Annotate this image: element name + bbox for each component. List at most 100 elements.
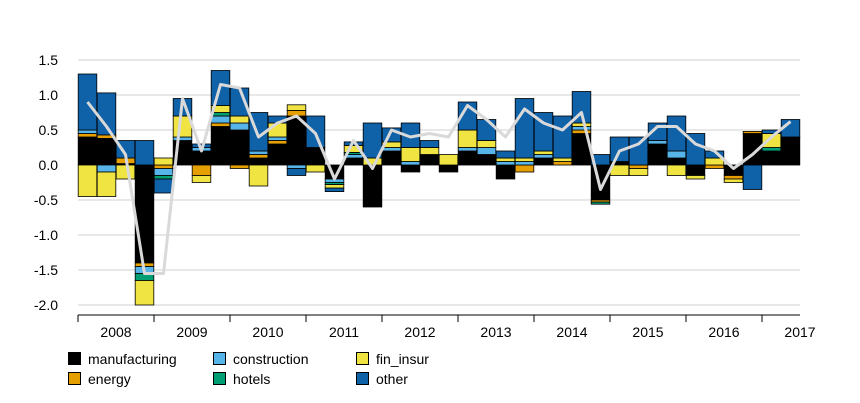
bar-segment-energy bbox=[210, 122, 231, 127]
bar-segment-construction bbox=[286, 164, 307, 169]
bar-segment-manufacturing bbox=[495, 164, 516, 180]
bar-segment-other bbox=[419, 140, 440, 148]
axes: 1.5 1.0 0.5 0.0 -0.5 -1.0 -1.5 -2.0 2008 2009 2010… bbox=[34, 52, 816, 340]
bar-segment-fin-insur bbox=[134, 280, 155, 306]
x-tick-label: 2008 bbox=[100, 324, 131, 340]
bar-segment-construction bbox=[172, 136, 193, 141]
bar-segment-manufacturing bbox=[457, 150, 478, 166]
legend-item-construction: construction bbox=[213, 350, 308, 368]
bar-segment-fin-insur bbox=[191, 175, 212, 183]
bar-segment-construction bbox=[571, 126, 592, 131]
legend-label-energy: energy bbox=[88, 371, 131, 387]
bar-segment-construction bbox=[248, 150, 269, 155]
bar-segment-manufacturing bbox=[191, 150, 212, 166]
legend: manufacturing energy construction hotels… bbox=[68, 350, 528, 390]
bar-segment-fin-insur bbox=[324, 184, 345, 189]
bar-segment-fin-insur bbox=[229, 115, 250, 124]
bar-segment-manufacturing bbox=[419, 154, 440, 166]
x-tick-label: 2010 bbox=[252, 324, 283, 340]
bar-segment-manufacturing bbox=[590, 164, 611, 201]
bar-segment-energy bbox=[267, 140, 288, 145]
legend-item-hotels: hotels bbox=[213, 370, 270, 388]
bar-segment-energy bbox=[153, 164, 174, 169]
x-tick-label: 2013 bbox=[480, 324, 511, 340]
legend-item-fin-insur: fin_insur bbox=[356, 350, 429, 368]
total-line-path bbox=[86, 83, 792, 275]
bar-segment-construction bbox=[533, 154, 554, 159]
bar-segment-fin-insur bbox=[400, 147, 421, 162]
bar-segment-fin-insur bbox=[514, 157, 535, 162]
bar-segment-other bbox=[153, 178, 174, 194]
bar-segment-manufacturing bbox=[533, 157, 554, 166]
x-tick-label: 2017 bbox=[784, 324, 815, 340]
bar-segment-manufacturing bbox=[362, 164, 383, 208]
bar-segment-fin-insur bbox=[248, 164, 269, 187]
bar-segment-fin-insur bbox=[305, 164, 326, 173]
bar-segment-fin-insur bbox=[533, 150, 554, 155]
legend-item-other: other bbox=[356, 370, 408, 388]
bar-segment-energy bbox=[628, 164, 649, 169]
x-tick-label: 2012 bbox=[404, 324, 435, 340]
bar-segment-manufacturing bbox=[343, 157, 364, 166]
bar-segment-construction bbox=[476, 147, 497, 155]
bar-segment-manufacturing bbox=[685, 164, 706, 176]
gridlines bbox=[78, 59, 800, 306]
bar-segment-energy bbox=[191, 164, 212, 176]
bar-segment-construction bbox=[647, 140, 668, 145]
bar-segment-energy bbox=[248, 154, 269, 159]
bar-segment-other bbox=[324, 187, 345, 193]
legend-swatch-fin-insur bbox=[356, 352, 369, 365]
bar-segment-manufacturing bbox=[438, 164, 459, 173]
bar-segment-fin-insur bbox=[457, 129, 478, 148]
bar-segment-construction bbox=[495, 161, 516, 166]
bar-segment-construction bbox=[457, 147, 478, 152]
bar-segment-fin-insur bbox=[628, 168, 649, 176]
bar-segment-fin-insur bbox=[267, 122, 288, 138]
bar-segment-fin-insur bbox=[153, 157, 174, 166]
bar-segment-fin-insur bbox=[96, 171, 117, 197]
x-tick-label: 2016 bbox=[708, 324, 739, 340]
bar-segment-fin-insur bbox=[77, 164, 98, 197]
x-tick-label: 2014 bbox=[556, 324, 587, 340]
y-tick-label: 0.5 bbox=[39, 122, 59, 138]
bar-segment-manufacturing bbox=[780, 136, 801, 166]
bar-segment-fin-insur bbox=[115, 164, 136, 180]
bar-segment-hotels bbox=[210, 112, 231, 117]
bar-segment-fin-insur bbox=[476, 140, 497, 148]
bar-segment-construction bbox=[514, 161, 535, 166]
bar-segment-energy bbox=[552, 161, 573, 166]
bar-segment-energy bbox=[704, 164, 725, 169]
bar-segment-other bbox=[476, 119, 497, 141]
bar-segment-fin-insur bbox=[571, 122, 592, 127]
bar-segment-hotels bbox=[153, 175, 174, 180]
bar-segment-construction bbox=[666, 150, 687, 159]
bar-segment-fin-insur bbox=[495, 157, 516, 162]
y-tick-label: 1.5 bbox=[39, 52, 59, 68]
total-line bbox=[86, 83, 792, 275]
bar-segment-energy bbox=[723, 175, 744, 180]
bar-segment-fin-insur bbox=[704, 157, 725, 166]
bar-segment-manufacturing bbox=[267, 143, 288, 166]
legend-label-fin-insur: fin_insur bbox=[376, 351, 429, 367]
bar-segment-manufacturing bbox=[381, 150, 402, 166]
x-tick-label: 2015 bbox=[632, 324, 663, 340]
bar-segment-fin-insur bbox=[419, 147, 440, 155]
y-tick-label: 0.0 bbox=[39, 157, 59, 173]
bar-segment-manufacturing bbox=[248, 157, 269, 166]
bar-segment-manufacturing bbox=[77, 136, 98, 166]
legend-swatch-manufacturing bbox=[68, 352, 81, 365]
legend-label-other: other bbox=[376, 371, 408, 387]
bar-segment-other bbox=[495, 150, 516, 159]
bar-segment-manufacturing bbox=[400, 164, 421, 173]
legend-swatch-other bbox=[356, 372, 369, 385]
bar-segment-fin-insur bbox=[666, 164, 687, 176]
bar-segment-manufacturing bbox=[666, 157, 687, 166]
y-tick-label: -0.5 bbox=[34, 192, 58, 208]
y-tick-label: -1.0 bbox=[34, 227, 58, 243]
legend-swatch-construction bbox=[213, 352, 226, 365]
y-tick-label: -2.0 bbox=[34, 297, 58, 313]
legend-swatch-energy bbox=[68, 372, 81, 385]
bar-segment-other bbox=[514, 98, 535, 159]
bar-segment-construction bbox=[96, 164, 117, 173]
